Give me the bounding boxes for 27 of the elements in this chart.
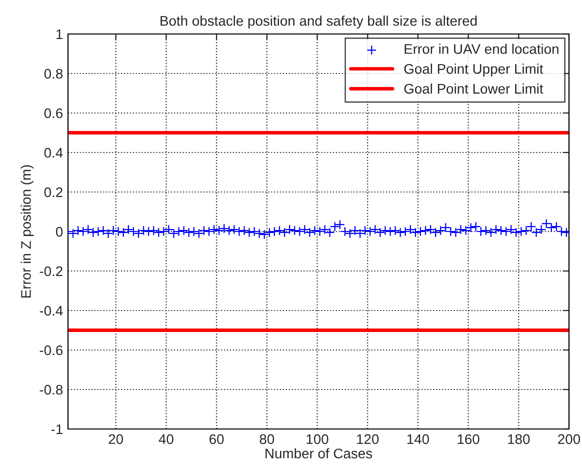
legend-label: Goal Point Upper Limit	[404, 64, 544, 77]
x-tick-label: 160	[458, 434, 480, 444]
y-tick-label: -0.6	[40, 345, 63, 356]
x-tick-label: 60	[210, 434, 224, 444]
x-tick-label: 20	[108, 434, 124, 444]
y-tick-label: -1	[51, 424, 62, 434]
y-axis-title: Error in Z position (m)	[20, 165, 34, 298]
y-tick-label: 0.4	[44, 148, 63, 158]
legend-label: Error in UAV end location	[404, 44, 558, 54]
x-tick-label: 100	[306, 434, 328, 444]
x-axis-title: Number of Cases	[266, 448, 372, 458]
y-tick-label: 0.6	[44, 108, 63, 118]
y-tick-label: 0	[56, 226, 63, 237]
y-tick-label: -0.2	[40, 266, 62, 276]
y-tick-label: -0.8	[40, 384, 63, 395]
y-tick-label: -0.4	[40, 306, 63, 316]
x-tick-label: 120	[357, 434, 379, 444]
x-tick-label: 200	[558, 434, 580, 444]
x-tick-label: 180	[508, 434, 530, 444]
y-tick-label: 1	[56, 29, 62, 40]
x-tick-label: 80	[260, 434, 274, 444]
x-tick-label: 40	[158, 434, 174, 444]
legend-label: Goal Point Lower Limit	[404, 84, 544, 94]
chart-title: Both obstacle position and safety ball size is altered	[160, 16, 477, 29]
y-tick-label: 0.2	[44, 187, 62, 198]
x-tick-label: 140	[407, 434, 429, 444]
y-tick-label: 0.8	[44, 68, 63, 79]
